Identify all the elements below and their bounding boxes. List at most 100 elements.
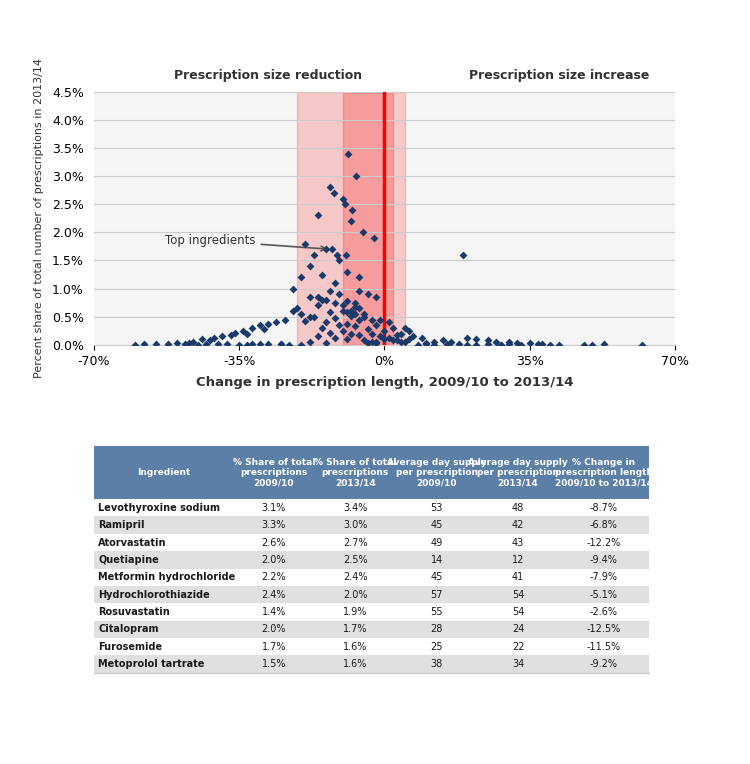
Text: Furosemide: Furosemide: [98, 642, 163, 652]
Point: [416, 332, 428, 345]
Point: [337, 193, 349, 205]
Point: [495, 338, 507, 351]
Bar: [477, 534, 559, 551]
Point: [341, 266, 353, 278]
Text: 2.0%: 2.0%: [343, 590, 368, 600]
Bar: [94, 551, 233, 568]
Point: [341, 333, 353, 345]
Point: [353, 285, 365, 297]
Bar: [94, 604, 233, 620]
Bar: [559, 534, 649, 551]
Text: % Change in
prescription length
2009/10 to 2013/14: % Change in prescription length 2009/10 …: [555, 458, 652, 487]
Text: Levothyroxine sodium: Levothyroxine sodium: [98, 503, 220, 513]
Point: [366, 313, 378, 325]
Bar: [233, 620, 315, 638]
Point: [346, 204, 358, 216]
Bar: [477, 568, 559, 586]
Bar: [233, 534, 315, 551]
Text: 1.5%: 1.5%: [262, 659, 286, 669]
Text: 3.1%: 3.1%: [262, 503, 286, 513]
Bar: [233, 516, 315, 534]
Bar: [559, 551, 649, 568]
Text: 54: 54: [512, 607, 524, 617]
Point: [325, 306, 337, 319]
Bar: [559, 638, 649, 656]
Bar: [559, 568, 649, 586]
Text: Average day supply
per prescription
2013/14: Average day supply per prescription 2013…: [468, 458, 568, 487]
Text: 45: 45: [430, 520, 442, 530]
Point: [304, 336, 316, 348]
Text: 24: 24: [512, 624, 524, 634]
Text: 3.4%: 3.4%: [343, 503, 368, 513]
Point: [544, 338, 556, 351]
Text: Ramipril: Ramipril: [98, 520, 145, 530]
Point: [387, 322, 399, 334]
Point: [171, 337, 183, 349]
Point: [271, 316, 283, 329]
Point: [191, 338, 203, 351]
Text: Prescription size reduction: Prescription size reduction: [174, 69, 362, 82]
Text: Ingredient: Ingredient: [136, 468, 190, 477]
Point: [328, 296, 340, 309]
Point: [420, 338, 432, 351]
Text: Top ingredients: Top ingredients: [165, 235, 326, 251]
Point: [316, 322, 328, 334]
Point: [353, 303, 365, 315]
Point: [328, 187, 340, 199]
Bar: [396, 656, 477, 673]
Point: [358, 335, 370, 347]
Bar: [477, 586, 559, 604]
Text: 55: 55: [430, 607, 443, 617]
Point: [458, 249, 470, 261]
Text: -2.6%: -2.6%: [590, 607, 618, 617]
Text: 34: 34: [512, 659, 524, 669]
Bar: [233, 656, 315, 673]
Point: [353, 271, 365, 283]
Point: [312, 291, 324, 303]
Text: 43: 43: [512, 538, 524, 548]
Text: -5.1%: -5.1%: [590, 590, 618, 600]
Point: [262, 317, 274, 329]
Point: [368, 231, 380, 244]
Text: 1.4%: 1.4%: [262, 607, 286, 617]
Text: 1.6%: 1.6%: [343, 642, 368, 652]
Bar: [94, 534, 233, 551]
Text: 3.3%: 3.3%: [262, 520, 286, 530]
Point: [287, 305, 299, 317]
Point: [374, 330, 386, 342]
Point: [296, 338, 307, 351]
Text: -9.4%: -9.4%: [590, 555, 618, 565]
Point: [274, 338, 286, 351]
Point: [461, 338, 473, 351]
Point: [254, 338, 266, 350]
Text: 2.0%: 2.0%: [262, 624, 286, 634]
Point: [370, 319, 382, 332]
Text: 1.6%: 1.6%: [343, 659, 368, 669]
Bar: [233, 446, 315, 499]
Bar: [477, 499, 559, 516]
Point: [183, 336, 195, 348]
Point: [350, 320, 361, 332]
Point: [404, 325, 416, 337]
Text: 54: 54: [512, 590, 524, 600]
Text: 2.2%: 2.2%: [262, 572, 286, 582]
Text: 2.0%: 2.0%: [262, 555, 286, 565]
Point: [320, 316, 332, 329]
Point: [328, 277, 340, 289]
Bar: [94, 586, 233, 604]
Point: [220, 338, 232, 350]
Text: 2.4%: 2.4%: [343, 572, 368, 582]
Point: [279, 313, 291, 325]
Bar: [315, 656, 396, 673]
Text: -8.7%: -8.7%: [590, 503, 618, 513]
Text: -7.9%: -7.9%: [590, 572, 618, 582]
Point: [337, 299, 349, 312]
Point: [436, 335, 448, 347]
Point: [341, 317, 353, 329]
Point: [188, 335, 200, 348]
Point: [391, 329, 403, 341]
Point: [325, 326, 337, 338]
Point: [200, 338, 211, 351]
Bar: [343, 92, 393, 345]
Bar: [233, 638, 315, 656]
